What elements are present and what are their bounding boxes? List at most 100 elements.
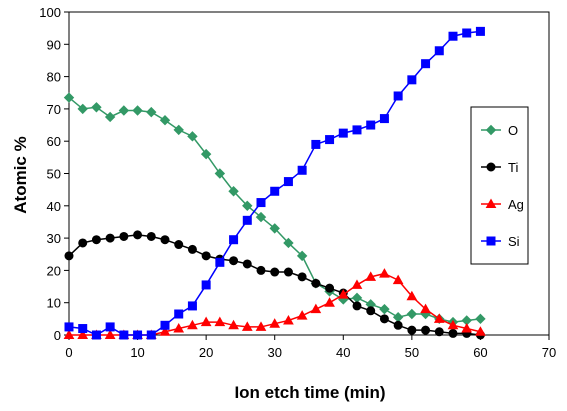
data-point-si [352,125,362,135]
data-point-ag [420,303,431,314]
data-point-o [146,106,157,118]
data-point-ti [160,235,170,245]
y-axis-title: Atomic % [11,136,30,213]
data-point-si [475,26,485,36]
data-point-ti [270,267,280,277]
data-point-ag [283,314,294,325]
data-point-si [297,165,307,175]
data-point-si [379,114,389,124]
data-point-si [160,320,170,330]
data-point-o [118,105,130,116]
data-point-ti [133,230,143,240]
data-point-o [132,105,143,116]
data-point-ti [242,259,252,269]
data-point-o [104,111,116,123]
data-point-ag [214,316,226,327]
data-point-si [421,59,431,69]
data-point-o [159,114,171,126]
legend-item-ag: Ag [481,197,524,212]
data-point-ag [406,290,418,301]
data-point-o [214,168,226,179]
data-point-ag [447,319,459,330]
x-tick-label: 20 [199,345,213,360]
data-point-o [242,200,253,212]
data-point-ti [311,278,321,288]
series-si [64,26,485,340]
y-tick-label: 40 [47,199,61,214]
data-point-o [187,131,198,142]
data-point-ti [229,256,239,266]
data-point-ag [269,318,281,328]
data-point-o [77,103,88,115]
data-point-ti [78,238,88,248]
legend-item-si: Si [481,234,520,249]
data-point-si [242,215,252,225]
x-tick-label: 10 [130,345,144,360]
legend-item-ti: Ti [481,160,518,175]
data-point-si [393,91,403,101]
y-tick-label: 30 [47,231,61,246]
x-axis: 0 10 20 30 40 50 60 70 [65,335,556,360]
data-point-si [64,322,74,332]
data-point-si [119,330,129,340]
y-tick-label: 100 [39,5,61,20]
legend-box [470,106,529,265]
data-point-si [105,322,115,332]
y-tick-label: 90 [47,37,61,52]
legend-label: Ti [508,160,518,175]
data-point-si [133,330,143,340]
data-point-o [173,124,184,136]
data-point-si [283,177,293,187]
data-point-ag [365,271,377,281]
data-point-si [325,135,335,145]
data-point-ti [119,231,129,241]
data-point-si [146,330,156,340]
y-tick-label: 80 [47,70,61,85]
x-tick-label: 50 [405,345,419,360]
y-tick-label: 70 [47,102,61,117]
data-point-ag [392,274,404,285]
data-point-ag [159,326,171,336]
data-point-si [338,128,348,138]
data-point-ag [255,321,267,331]
data-point-ag [200,316,212,327]
x-tick-label: 60 [473,345,487,360]
y-axis: 0 10 20 30 40 50 60 70 80 90 100 [39,5,69,343]
y-tick-label: 60 [47,134,61,149]
data-point-si [311,139,321,149]
data-point-o [406,308,418,320]
data-point-ti [105,233,115,243]
data-point-si [462,28,472,38]
legend-marker [485,198,497,208]
data-point-ag [296,310,308,320]
data-point-ti [146,231,156,241]
x-tick-label: 0 [65,345,72,360]
data-point-ag [379,268,390,278]
data-point-o [91,102,102,113]
legend-label: Si [508,234,520,249]
x-axis-title: Ion etch time (min) [234,383,385,402]
data-point-ag [173,323,185,333]
data-point-ti [407,325,417,335]
data-point-ag [461,323,473,333]
data-point-o [200,148,212,160]
data-point-ti [91,235,101,245]
data-point-ti [352,301,362,311]
data-point-o [296,250,308,262]
data-point-si [215,257,225,267]
data-point-ag [63,329,75,339]
data-point-ti [393,320,403,330]
data-point-ti [256,265,266,275]
data-point-o [63,92,75,103]
data-point-ti [366,306,376,316]
x-tick-label: 40 [336,345,350,360]
data-point-ag [337,289,349,299]
data-point-ag [228,319,239,330]
data-point-o [255,211,267,223]
data-point-ti [201,251,211,261]
legend-marker [486,236,496,246]
data-point-ag [324,297,335,307]
plot-area [68,11,550,336]
legend-label: Ag [508,197,524,212]
